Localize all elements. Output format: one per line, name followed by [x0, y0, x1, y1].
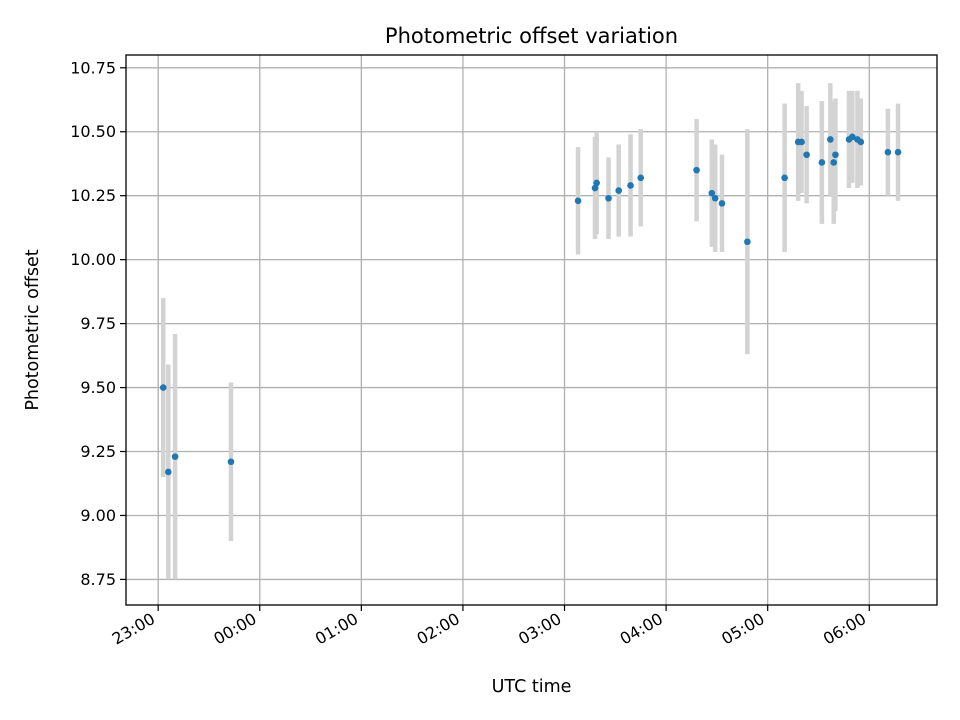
data-point	[830, 159, 838, 166]
data-point	[818, 159, 826, 166]
data-point	[605, 194, 612, 202]
data-point	[744, 238, 751, 246]
y-tick-label: 10.25	[70, 186, 116, 205]
data-point	[227, 458, 235, 466]
data-point	[894, 148, 902, 156]
y-tick-label: 10.75	[70, 58, 116, 77]
data-point	[849, 133, 856, 141]
data-point	[593, 179, 600, 187]
data-point	[165, 468, 172, 476]
data-point	[798, 138, 805, 146]
y-tick-label: 9.50	[80, 378, 116, 397]
y-tick-label: 9.75	[80, 314, 116, 333]
y-tick-label: 10.00	[70, 250, 116, 269]
data-point	[718, 200, 726, 207]
plot-frame	[125, 54, 938, 606]
grid-lines	[126, 55, 937, 605]
data-point	[637, 174, 645, 182]
y-tick-label: 9.00	[80, 506, 116, 525]
data-point	[781, 174, 788, 182]
data-point	[574, 197, 582, 205]
x-axis-label: UTC time	[492, 677, 572, 697]
y-axis-label: Photometric offset	[23, 249, 43, 410]
data-point	[615, 187, 622, 194]
chart-title: Photometric offset variation	[385, 24, 678, 48]
data-point	[693, 166, 700, 174]
data-point	[159, 384, 167, 391]
data-point	[627, 182, 634, 189]
y-tick-label: 8.75	[80, 570, 116, 589]
data-point	[591, 184, 599, 192]
y-tick-label: 10.50	[70, 122, 116, 141]
data-points	[159, 133, 902, 476]
data-point	[803, 151, 810, 159]
data-point	[832, 151, 839, 159]
y-tick-label: 9.25	[80, 442, 116, 461]
data-point	[708, 189, 716, 197]
data-point	[884, 148, 892, 156]
data-point	[827, 136, 834, 143]
data-point	[857, 138, 865, 146]
data-point	[171, 453, 179, 460]
data-point	[711, 194, 719, 202]
y-axis-ticks: 8.75 9.00 9.25 9.50 9.75 10.00 10.25 10.50 10.75	[70, 58, 126, 589]
